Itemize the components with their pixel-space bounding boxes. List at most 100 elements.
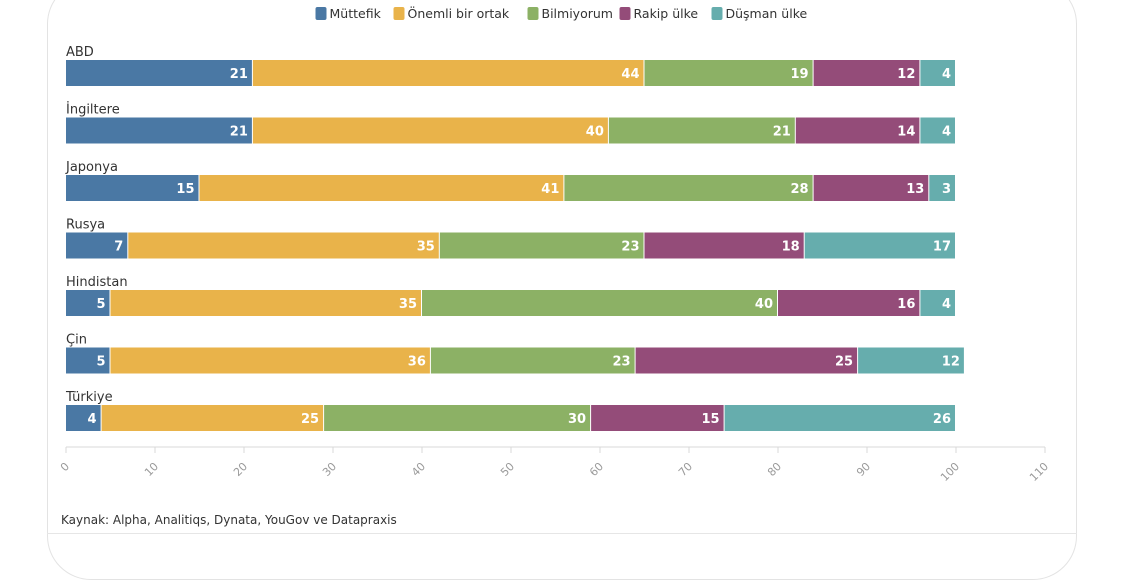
bar-segment[interactable] [920, 117, 955, 144]
card-divider [47, 533, 1077, 534]
bar-value-label: 15 [176, 182, 194, 197]
bar-segment[interactable] [795, 117, 920, 144]
x-tick-label: 40 [409, 460, 428, 479]
category-label: Hindistan [66, 275, 128, 290]
bar-segment[interactable] [813, 60, 920, 86]
bar-value-label: 7 [114, 240, 123, 255]
bar-value-label: 40 [755, 297, 773, 312]
legend-2-swatch[interactable] [527, 7, 539, 20]
bar-segment[interactable] [66, 405, 101, 431]
x-tick-label: 60 [587, 460, 606, 479]
stacked-bar-chart: Müttefik Önemli bir ortak Bilmiyorum Rakip … [58, 5, 1051, 484]
bar-segment[interactable] [644, 60, 813, 86]
bar-segment[interactable] [929, 175, 955, 201]
x-tick-label: 10 [142, 460, 161, 479]
bar-value-label: 25 [835, 355, 853, 370]
bar-value-label: 30 [568, 412, 586, 427]
legend-1-label[interactable]: Önemli bir ortak [408, 5, 510, 21]
bar-segment[interactable] [439, 232, 644, 259]
x-tick-label: 90 [854, 460, 873, 479]
bar-segment[interactable] [591, 405, 724, 431]
bar-segment[interactable] [252, 60, 644, 86]
bar-segment[interactable] [804, 232, 955, 259]
bar-segment[interactable] [66, 347, 110, 374]
bar-segment[interactable] [422, 290, 777, 316]
bar-value-label: 35 [417, 240, 435, 255]
bar-segment[interactable] [66, 175, 199, 201]
bar-value-label: 15 [702, 412, 720, 427]
bar-value-label: 21 [230, 125, 248, 140]
x-tick-label: 100 [938, 460, 962, 484]
bar-segment[interactable] [920, 290, 955, 316]
bar-segment[interactable] [778, 290, 920, 316]
bar-value-label: 28 [791, 182, 809, 197]
bar-value-label: 36 [408, 355, 426, 370]
bar-value-label: 44 [621, 67, 639, 82]
legend-3-label[interactable]: Rakip ülke [634, 6, 699, 21]
legend-0-label[interactable]: Müttefik [330, 6, 382, 21]
bar-segment[interactable] [430, 347, 635, 374]
bar-value-label: 21 [230, 67, 248, 82]
bar-value-label: 12 [897, 67, 915, 82]
bar-segment[interactable] [199, 175, 564, 201]
x-tick-label: 30 [320, 460, 339, 479]
category-label: ABD [66, 45, 94, 60]
x-axis: 0 10 20 30 40 50 60 70 80 90 100 110 [58, 446, 1051, 484]
legend-2-label[interactable]: Bilmiyorum [542, 6, 613, 21]
bar-value-label: 17 [933, 240, 951, 255]
x-tick-label: 70 [676, 460, 695, 479]
bar-segment[interactable] [564, 175, 813, 201]
bar-segment[interactable] [66, 232, 128, 259]
bar-value-label: 4 [942, 297, 951, 312]
legend-4-swatch[interactable] [711, 7, 723, 20]
bar-value-label: 18 [782, 240, 800, 255]
x-tick-label: 0 [58, 460, 72, 474]
bar-segment[interactable] [724, 405, 955, 431]
bar-value-label: 4 [942, 67, 951, 82]
legend-1-swatch[interactable] [393, 7, 405, 20]
bar-segment[interactable] [66, 117, 252, 144]
bar-segment[interactable] [110, 347, 430, 374]
legend-0-swatch[interactable] [315, 7, 327, 20]
bar-value-label: 13 [906, 182, 924, 197]
bar-segment[interactable] [252, 117, 608, 144]
legend-3-swatch[interactable] [619, 7, 631, 20]
bar-value-label: 5 [96, 355, 105, 370]
bar-value-label: 25 [301, 412, 319, 427]
bar-segment[interactable] [324, 405, 591, 431]
category-label: İngiltere [66, 102, 120, 118]
category-label: Çin [66, 333, 87, 348]
bar-value-label: 4 [942, 125, 951, 140]
bar-value-label: 23 [621, 240, 639, 255]
bar-value-label: 40 [586, 125, 604, 140]
x-tick-label: 110 [1027, 460, 1051, 484]
bar-segment[interactable] [608, 117, 795, 144]
bar-segment[interactable] [66, 290, 110, 316]
source-note: Kaynak: Alpha, Analitiqs, Dynata, YouGov… [61, 513, 397, 527]
x-tick-label: 20 [231, 460, 250, 479]
bar-value-label: 5 [96, 297, 105, 312]
bar-segment[interactable] [128, 232, 439, 259]
bar-segment[interactable] [101, 405, 324, 431]
bar-segment[interactable] [813, 175, 929, 201]
category-label: Japonya [65, 160, 118, 175]
category-label: Rusya [66, 218, 105, 233]
bar-segment[interactable] [66, 60, 252, 86]
bar-segment[interactable] [110, 290, 422, 316]
bar-value-label: 12 [942, 355, 960, 370]
bar-segment[interactable] [858, 347, 964, 374]
bar-value-label: 14 [897, 125, 915, 140]
bar-value-label: 41 [541, 182, 559, 197]
bar-value-label: 3 [942, 182, 951, 197]
bar-segment[interactable] [920, 60, 955, 86]
bar-value-label: 16 [897, 297, 915, 312]
bar-value-label: 26 [933, 412, 951, 427]
legend-4-label[interactable]: Düşman ülke [726, 6, 808, 21]
bar-segment[interactable] [635, 347, 858, 374]
legend: Müttefik Önemli bir ortak Bilmiyorum Rakip … [315, 5, 808, 21]
x-tick-label: 50 [498, 460, 517, 479]
category-label: Türkiye [65, 390, 113, 405]
bar-segment[interactable] [644, 232, 804, 259]
bar-value-label: 23 [613, 355, 631, 370]
